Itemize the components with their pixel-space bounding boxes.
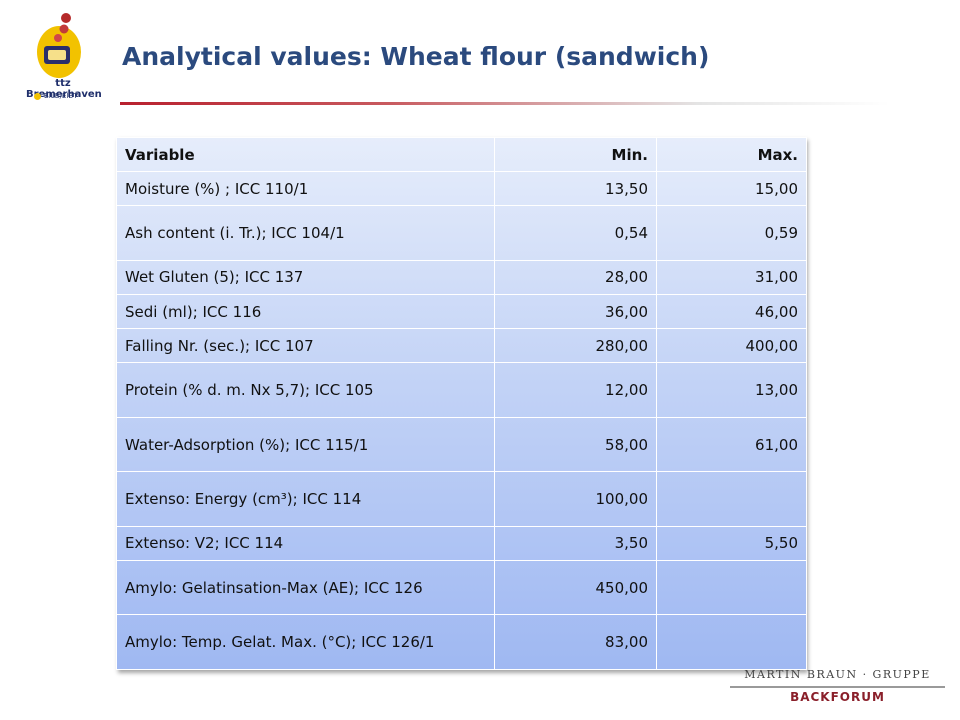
cell-min: 58,00 <box>494 416 657 473</box>
analytical-values-table: Variable Min. Max. Moisture (%) ; ICC 11… <box>116 137 807 670</box>
cell-min: 12,00 <box>494 362 657 418</box>
table-row: Falling Nr. (sec.); ICC 107 280,00 400,00 <box>116 328 807 364</box>
header-min: Min. <box>494 137 657 172</box>
cell-min: 280,00 <box>494 328 657 364</box>
cell-max: 400,00 <box>656 328 807 364</box>
cell-max: 5,50 <box>656 525 807 562</box>
table-row: Moisture (%) ; ICC 110/1 13,50 15,00 <box>116 170 807 207</box>
cell-max <box>656 560 807 616</box>
cell-variable: Water-Adsorption (%); ICC 115/1 <box>116 416 495 473</box>
cell-variable: Ash content (i. Tr.); ICC 104/1 <box>116 205 495 261</box>
cell-min: 83,00 <box>494 614 657 670</box>
table-row: Amylo: Temp. Gelat. Max. (°C); ICC 126/1… <box>116 614 807 670</box>
cell-min: 0,54 <box>494 205 657 261</box>
logo-sub-name: BILB/EIBT <box>44 92 78 100</box>
cell-variable: Extenso: V2; ICC 114 <box>116 525 495 562</box>
cell-variable: Protein (% d. m. Nx 5,7); ICC 105 <box>116 362 495 418</box>
title-underline <box>120 102 890 105</box>
table-body: Moisture (%) ; ICC 110/1 13,50 15,00 Ash co… <box>116 170 807 670</box>
cell-min: 3,50 <box>494 525 657 562</box>
cell-max <box>656 614 807 670</box>
ttz-logo-icon <box>37 13 81 78</box>
page-title: Analytical values: Wheat flour (sandwich… <box>122 42 710 71</box>
ttz-logo: ttz Bremerhaven BILB/EIBT <box>26 12 102 108</box>
brand-divider <box>730 686 945 688</box>
cell-max: 61,00 <box>656 416 807 473</box>
header-max: Max. <box>656 137 807 172</box>
logo-dot-icon <box>34 93 41 100</box>
cell-max <box>656 471 807 527</box>
table-row: Protein (% d. m. Nx 5,7); ICC 105 12,00 13… <box>116 362 807 418</box>
cell-variable: Moisture (%) ; ICC 110/1 <box>116 170 495 207</box>
martin-braun-brand: MARTIN BRAUN · GRUPPE BACKFORUM <box>730 668 945 720</box>
cell-min: 100,00 <box>494 471 657 527</box>
cell-variable: Falling Nr. (sec.); ICC 107 <box>116 328 495 364</box>
table-row: Amylo: Gelatinsation-Max (AE); ICC 126 45… <box>116 560 807 616</box>
cell-max: 0,59 <box>656 205 807 261</box>
table-row: Extenso: V2; ICC 114 3,50 5,50 <box>116 525 807 562</box>
table-row: Wet Gluten (5); ICC 137 28,00 31,00 <box>116 259 807 295</box>
brand-forum-name: BACKFORUM <box>790 690 885 704</box>
cell-min: 13,50 <box>494 170 657 207</box>
cell-max: 31,00 <box>656 259 807 295</box>
table-row: Sedi (ml); ICC 116 36,00 46,00 <box>116 293 807 330</box>
cell-max: 15,00 <box>656 170 807 207</box>
table-row: Ash content (i. Tr.); ICC 104/1 0,54 0,59 <box>116 205 807 261</box>
cell-variable: Amylo: Gelatinsation-Max (AE); ICC 126 <box>116 560 495 616</box>
cell-max: 13,00 <box>656 362 807 418</box>
cell-variable: Sedi (ml); ICC 116 <box>116 293 495 330</box>
table-header-row: Variable Min. Max. <box>116 137 807 172</box>
cell-min: 28,00 <box>494 259 657 295</box>
cell-variable: Amylo: Temp. Gelat. Max. (°C); ICC 126/1 <box>116 614 495 670</box>
cell-variable: Extenso: Energy (cm³); ICC 114 <box>116 471 495 527</box>
cell-variable: Wet Gluten (5); ICC 137 <box>116 259 495 295</box>
cell-max: 46,00 <box>656 293 807 330</box>
cell-min: 36,00 <box>494 293 657 330</box>
brand-group-name: MARTIN BRAUN · GRUPPE <box>744 668 931 681</box>
table-row: Water-Adsorption (%); ICC 115/1 58,00 61,0… <box>116 416 807 473</box>
logo-org-name: ttz Bremerhaven <box>26 78 102 100</box>
header-variable: Variable <box>116 137 495 172</box>
cell-min: 450,00 <box>494 560 657 616</box>
table-row: Extenso: Energy (cm³); ICC 114 100,00 <box>116 471 807 527</box>
